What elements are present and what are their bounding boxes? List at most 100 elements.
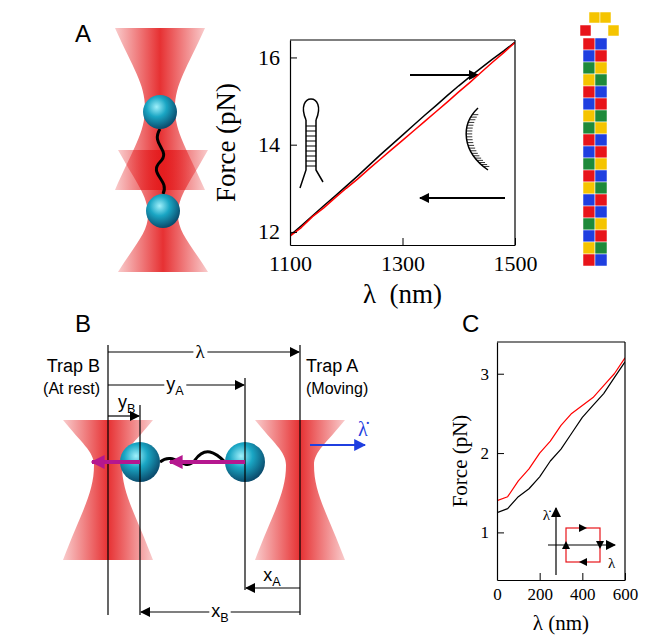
base-square	[583, 194, 595, 206]
inset-cycle-arrow	[579, 524, 587, 532]
base-square	[583, 62, 595, 74]
strand-base	[467, 128, 473, 129]
hairpin-rung	[306, 161, 316, 162]
series-line	[290, 42, 515, 235]
x-tick-label: 1300	[381, 251, 425, 276]
hairpin-icon	[300, 99, 323, 188]
inset-cycle-arrow	[596, 541, 604, 549]
inset-axis	[555, 508, 556, 575]
x-tick-mark	[625, 573, 626, 580]
reference-line	[139, 405, 140, 615]
base-square	[580, 25, 591, 36]
strand-curve	[466, 108, 488, 170]
x-tick: 200	[527, 573, 553, 604]
label-subscript: A	[175, 384, 184, 398]
y-tick: 12	[258, 219, 297, 244]
base-square	[595, 230, 607, 242]
dimension-label: yA	[166, 374, 184, 398]
lambda-label: λ	[195, 341, 205, 362]
label-patch	[209, 601, 230, 625]
inset-cycle	[566, 528, 600, 562]
velocity-label: λ̇	[358, 418, 370, 440]
y-tick: 3	[481, 365, 505, 384]
trap-label: Trap A	[306, 356, 358, 376]
x-tick-label: 600	[613, 585, 639, 604]
y-axis: 1 2 3	[481, 343, 505, 581]
base-square	[595, 146, 607, 158]
x-tick-label: 400	[570, 585, 596, 604]
strand-base	[467, 125, 473, 126]
strand-base	[475, 158, 481, 159]
velocity-arrow	[310, 444, 365, 446]
base-square	[595, 242, 607, 254]
y-tick-mark	[290, 57, 297, 58]
frame-right	[514, 40, 515, 245]
pull-arrow	[410, 74, 478, 76]
base-square	[583, 242, 595, 254]
strand-base	[479, 162, 485, 163]
strand-base	[477, 160, 483, 161]
series-line	[497, 358, 625, 501]
x-tick: 600	[613, 573, 639, 604]
y-tick: 1	[481, 523, 505, 542]
x-axis: 1100 1300 1500	[269, 238, 538, 276]
base-square	[583, 230, 595, 242]
hairpin-rung	[306, 156, 316, 157]
x-tick-mark	[540, 573, 541, 580]
hairpin-rung	[306, 151, 316, 152]
x-tick-label: 1100	[269, 251, 312, 276]
y-tick-label: 1	[481, 523, 490, 542]
strand-base	[466, 133, 472, 134]
strand-base	[467, 142, 473, 143]
base-square	[589, 12, 600, 23]
chart-1: 0200400600123λ (nm)Force (pN)	[448, 342, 638, 635]
base-square	[595, 86, 607, 98]
release-arrow	[420, 197, 505, 199]
strand-base	[470, 150, 476, 151]
y-axis-title: Force (pN)	[448, 415, 472, 508]
base-square	[595, 38, 607, 50]
x-axis: 0200400600	[493, 573, 638, 604]
figure: λyAyBxAxBTrap B(At rest)Trap A(Moving)λ̇…	[0, 0, 657, 643]
base-square	[583, 206, 595, 218]
base-square	[595, 74, 607, 86]
inset-cycle-arrow	[562, 541, 570, 549]
frame-top	[497, 341, 625, 342]
y-tick-label: 12	[258, 219, 280, 244]
base-square	[583, 254, 595, 266]
hairpin-stem	[300, 120, 323, 188]
strand-base	[472, 153, 478, 154]
strand-base	[466, 130, 472, 131]
dimension-label: xB	[211, 601, 228, 625]
x-tick-mark	[582, 573, 583, 580]
base-square	[583, 38, 595, 50]
frame-right	[624, 342, 625, 580]
y-tick: 16	[258, 45, 297, 70]
inset-cycle-arrow	[579, 558, 587, 566]
dimension-label: yB	[118, 392, 135, 416]
y-tick: 2	[481, 444, 505, 463]
strand-base	[471, 117, 477, 118]
label-main: y	[166, 374, 175, 394]
label-patch	[164, 374, 186, 398]
y-tick-label: 16	[258, 45, 280, 70]
y-tick-mark	[497, 374, 504, 375]
hairpin-rung	[306, 166, 316, 167]
base-square	[583, 98, 595, 110]
x-axis-title: λ (nm)	[363, 279, 442, 309]
y-axis-line	[497, 343, 498, 581]
diagrams: λyAyBxAxBTrap B(At rest)Trap A(Moving)λ̇…	[43, 12, 619, 625]
label-main: y	[118, 392, 127, 412]
inset-axis-label: λ̇	[543, 507, 551, 523]
label-subscript: B	[127, 402, 135, 416]
strand-icon	[466, 108, 489, 170]
panel-letter: C	[462, 310, 479, 337]
trap-label: Trap B	[47, 356, 100, 376]
x-tick-label: 1500	[494, 251, 538, 276]
reference-line	[299, 345, 300, 615]
y-tick-label: 3	[481, 365, 490, 384]
strand-base	[481, 164, 487, 165]
y-tick-mark	[497, 532, 504, 533]
x-axis-line	[498, 580, 626, 581]
strand-base	[468, 145, 474, 146]
